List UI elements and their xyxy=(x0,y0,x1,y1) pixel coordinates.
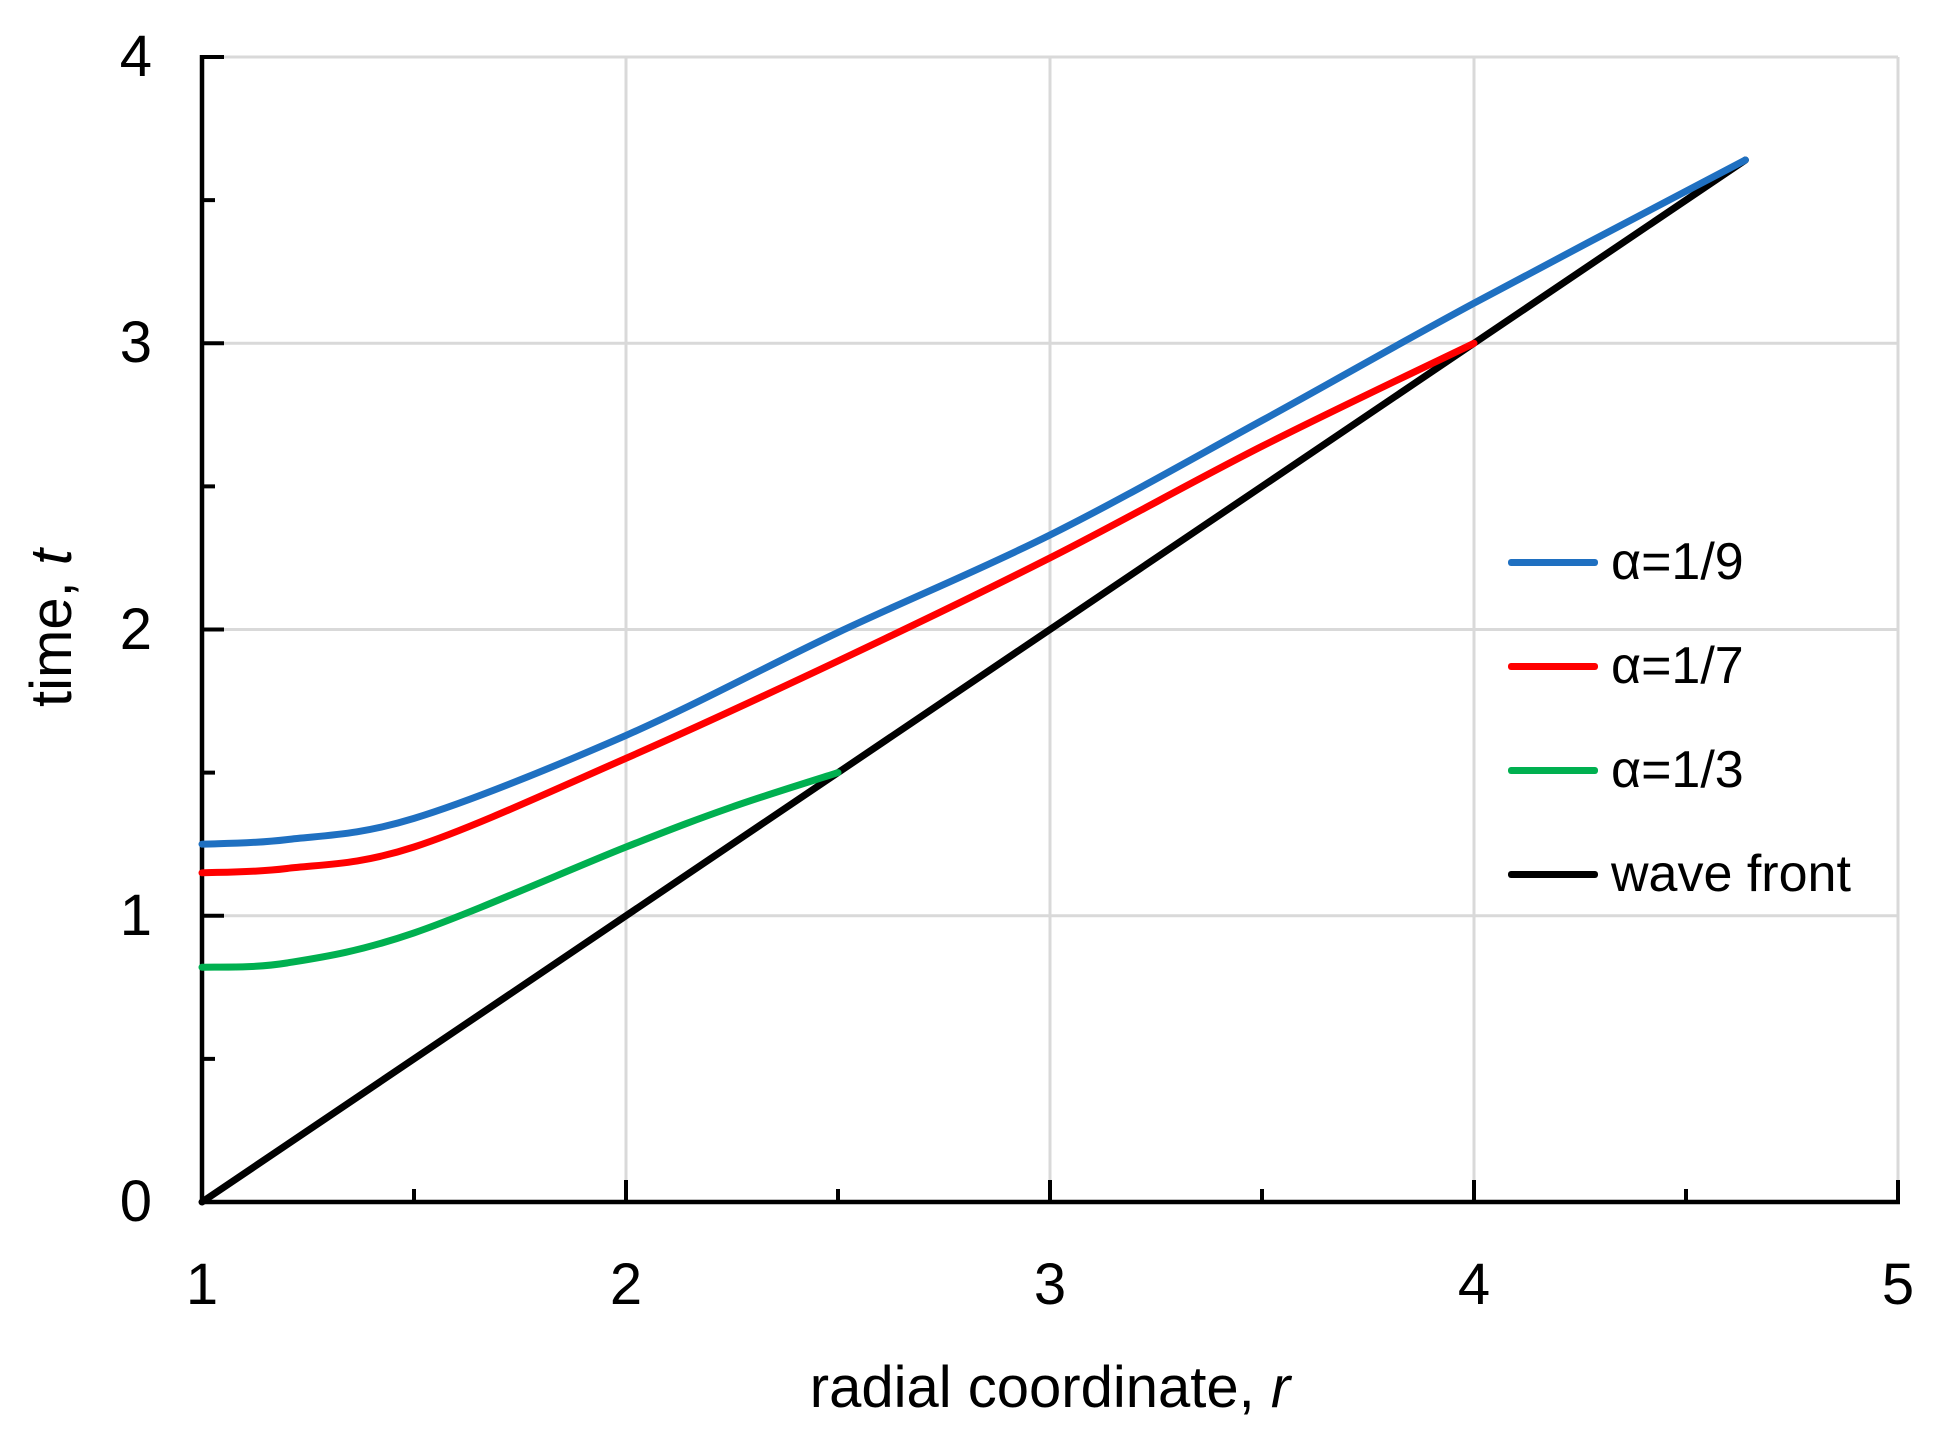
y-axis-title: time, t xyxy=(16,428,88,828)
x-tick-label: 1 xyxy=(185,1252,219,1317)
legend: α=1/9 α=1/7 α=1/3 wave front xyxy=(1508,510,1851,926)
x-axis-title-symbol: r xyxy=(1270,1355,1291,1420)
y-tick-label: 2 xyxy=(119,596,152,662)
y-axis-title-text: time, xyxy=(19,581,84,707)
x-tick-label: 3 xyxy=(1033,1252,1067,1317)
series-curve--1-9 xyxy=(198,156,1749,848)
legend-label: α=1/7 xyxy=(1611,637,1744,695)
series-curve--1-7 xyxy=(198,339,1478,877)
x-tick-label: 2 xyxy=(609,1252,643,1317)
legend-line-swatch xyxy=(1508,766,1598,774)
legend-label: α=1/3 xyxy=(1611,741,1744,799)
x-tick-label: 4 xyxy=(1457,1252,1491,1317)
legend-line-swatch xyxy=(1508,662,1598,670)
x-axis-title: radial coordinate, r xyxy=(202,1352,1898,1424)
legend-line-swatch xyxy=(1508,558,1598,566)
x-tick-label: 5 xyxy=(1881,1252,1915,1317)
legend-item: α=1/3 xyxy=(1508,718,1851,822)
legend-line-swatch xyxy=(1508,870,1598,878)
legend-label: wave front xyxy=(1611,845,1851,903)
legend-item: wave front xyxy=(1508,822,1851,926)
series-curve--1-3 xyxy=(198,769,842,971)
x-axis-title-text: radial coordinate, xyxy=(809,1355,1255,1420)
legend-item: α=1/9 xyxy=(1508,510,1851,614)
legend-label: α=1/9 xyxy=(1611,533,1744,591)
y-tick-label: 0 xyxy=(119,1169,152,1234)
y-tick-label: 4 xyxy=(119,24,152,89)
y-tick-label: 1 xyxy=(119,882,152,948)
y-axis-title-symbol: t xyxy=(19,549,84,566)
legend-item: α=1/7 xyxy=(1508,614,1851,718)
y-tick-label: 3 xyxy=(119,310,152,376)
series-curve-wave-front xyxy=(198,156,1749,1206)
